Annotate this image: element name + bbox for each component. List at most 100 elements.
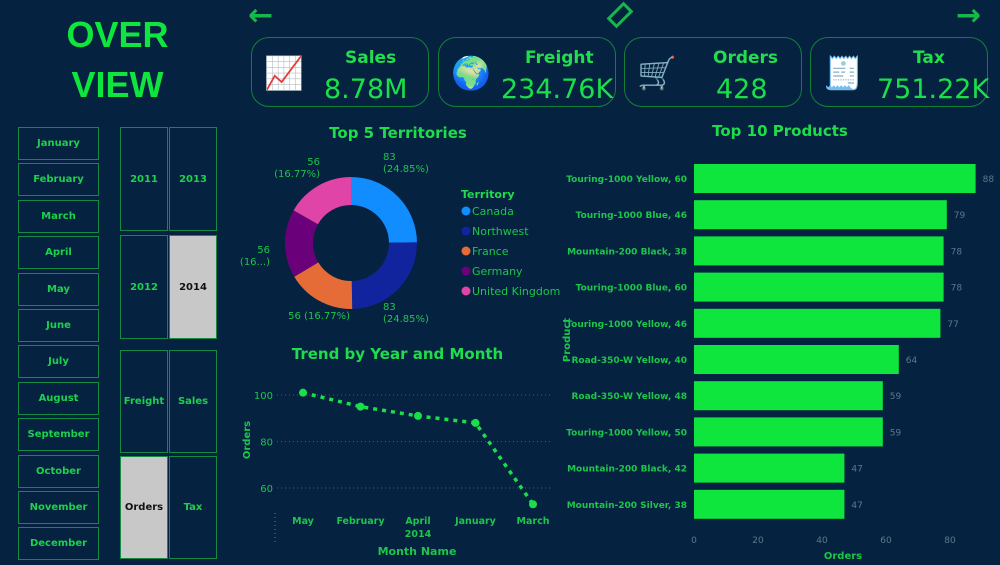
month-slicer-december[interactable]: December bbox=[18, 527, 99, 561]
slice-data-label: 56 (16.77%) bbox=[288, 311, 350, 322]
measure-slicer-orders[interactable]: Orders bbox=[120, 456, 168, 559]
kpi-card-freight: 🌍 Freight 234.76K bbox=[438, 37, 616, 107]
donut-slice-canada[interactable] bbox=[351, 177, 417, 243]
legend-item-canada[interactable]: Canada bbox=[472, 205, 514, 218]
kpi-card-orders: 🛒 Orders 428 bbox=[624, 37, 802, 107]
territories-title: Top 5 Territories bbox=[329, 124, 467, 142]
y-tick-label: Mountain-200 Silver, 38 bbox=[567, 501, 687, 511]
month-slicer-november[interactable]: November bbox=[18, 491, 99, 524]
legend-marker bbox=[461, 226, 471, 236]
legend-item-united-kingdom[interactable]: United Kingdom bbox=[472, 285, 560, 298]
bar-data-label: 78 bbox=[951, 247, 963, 257]
kpi-label: Orders bbox=[713, 48, 779, 68]
y-tick-label: 100 bbox=[254, 391, 273, 402]
slice-data-label: 56 (16...) bbox=[240, 245, 270, 268]
bar-data-label: 78 bbox=[951, 284, 963, 294]
x-tick-label: 20 bbox=[752, 536, 764, 546]
data-point-january[interactable] bbox=[471, 418, 480, 427]
bar-2[interactable] bbox=[694, 236, 944, 266]
y-axis-title: Product bbox=[562, 318, 573, 362]
bar-1[interactable] bbox=[694, 200, 947, 230]
cart-icon: 🛒 bbox=[637, 54, 677, 92]
x-tick-label: 80 bbox=[944, 536, 956, 546]
bar-data-label: 79 bbox=[954, 211, 966, 221]
bar-4[interactable] bbox=[694, 308, 941, 338]
y-tick-label: Touring-1000 Blue, 46 bbox=[576, 211, 687, 221]
y-tick-label: Touring-1000 Yellow, 60 bbox=[566, 175, 687, 185]
forward-arrow-icon[interactable]: → bbox=[956, 0, 982, 33]
x-axis-title: Month Name bbox=[378, 545, 457, 558]
legend-marker bbox=[461, 266, 471, 276]
month-slicer-september[interactable]: September bbox=[18, 418, 99, 452]
page-title: OVER VIEW bbox=[66, 14, 169, 105]
globe-shipping-icon: 🌍 bbox=[451, 54, 491, 92]
data-point-april[interactable] bbox=[414, 411, 422, 420]
bar-3[interactable] bbox=[694, 272, 944, 302]
year-slicer-2011[interactable]: 2011 bbox=[120, 127, 168, 231]
legend-item-northwest[interactable]: Northwest bbox=[472, 225, 529, 238]
y-tick-label: Touring-1000 Blue, 60 bbox=[576, 284, 687, 294]
month-slicer-february[interactable]: February bbox=[18, 163, 99, 197]
slice-data-label: 56 (16.77%) bbox=[274, 157, 320, 180]
bar-data-label: 77 bbox=[947, 320, 958, 330]
y-tick-label: Road-350-W Yellow, 48 bbox=[571, 392, 687, 402]
year-slicer-2014[interactable]: 2014 bbox=[169, 235, 217, 339]
products-title: Top 10 Products bbox=[712, 122, 848, 140]
bar-9[interactable] bbox=[694, 489, 845, 519]
tax-doc-icon: 🧾 bbox=[823, 54, 863, 92]
bar-7[interactable] bbox=[694, 417, 883, 447]
bar-8[interactable] bbox=[694, 453, 845, 483]
back-arrow-icon[interactable]: ← bbox=[248, 0, 274, 33]
legend-item-germany[interactable]: Germany bbox=[472, 265, 523, 278]
donut-slice-germany[interactable] bbox=[285, 210, 319, 277]
donut-slice-northwest[interactable] bbox=[351, 242, 417, 309]
data-point-march[interactable] bbox=[529, 500, 537, 509]
bar-6[interactable] bbox=[694, 381, 883, 411]
y-tick-label: Road-350-W Yellow, 40 bbox=[571, 356, 687, 366]
measure-slicer-sales[interactable]: Sales bbox=[169, 350, 217, 453]
kpi-value: 234.76K bbox=[501, 74, 614, 105]
y-tick-label: 80 bbox=[260, 438, 273, 449]
measure-slicer-freight[interactable]: Freight bbox=[120, 350, 168, 453]
bar-data-label: 47 bbox=[851, 465, 862, 475]
territories-donut-chart: 83 (24.85%) 83 (24.85%) 56 (16.77%) 56 (16...)… bbox=[240, 152, 560, 325]
month-slicer-october[interactable]: October bbox=[18, 454, 99, 488]
kpi-card-tax: 🧾 Tax 751.22K bbox=[810, 37, 990, 107]
month-slicer-june[interactable]: June bbox=[18, 309, 99, 342]
legend-marker bbox=[461, 206, 471, 216]
data-point-may[interactable] bbox=[299, 388, 307, 397]
kpi-value: 751.22K bbox=[877, 74, 990, 105]
year-slicer-2012[interactable]: 2012 bbox=[120, 235, 168, 339]
month-slicer-may[interactable]: May bbox=[18, 272, 99, 306]
eraser-icon[interactable] bbox=[606, 1, 634, 29]
donut-slice-france[interactable] bbox=[294, 262, 353, 309]
products-bar-chart: 88 Touring-1000 Yellow, 60 79 Touring-1000 … bbox=[562, 164, 995, 562]
month-slicer-april[interactable]: April bbox=[18, 236, 99, 270]
legend-title: Territory bbox=[461, 188, 515, 201]
bar-5[interactable] bbox=[694, 345, 899, 374]
x-tick-label: 0 bbox=[691, 536, 697, 546]
kpi-card-sales: 📈 Sales 8.78M bbox=[251, 37, 429, 107]
kpi-label: Sales bbox=[345, 48, 397, 68]
measure-slicer-tax[interactable]: Tax bbox=[169, 456, 217, 559]
month-slicer-august[interactable]: August bbox=[18, 381, 99, 415]
kpi-label: Freight bbox=[525, 48, 594, 68]
y-tick-label: Mountain-200 Black, 42 bbox=[567, 465, 687, 475]
year-slicer-2013[interactable]: 2013 bbox=[169, 127, 217, 231]
bar-data-label: 47 bbox=[851, 501, 862, 511]
x-group-label: 2014 bbox=[405, 529, 432, 540]
bar-0[interactable] bbox=[694, 164, 976, 193]
bar-data-label: 88 bbox=[983, 175, 995, 185]
donut-slice-united-kingdom[interactable] bbox=[293, 177, 351, 225]
hand-chart-icon: 📈 bbox=[264, 54, 304, 92]
y-tick-label: Mountain-200 Black, 38 bbox=[567, 247, 687, 257]
x-tick-label: 40 bbox=[816, 536, 828, 546]
y-tick-label: 60 bbox=[260, 484, 273, 495]
data-point-february[interactable] bbox=[356, 402, 365, 411]
legend-item-france[interactable]: France bbox=[472, 245, 509, 258]
x-axis-title: Orders bbox=[824, 551, 862, 562]
x-tick-label: January bbox=[454, 516, 497, 527]
month-slicer-january[interactable]: January bbox=[18, 127, 99, 160]
month-slicer-march[interactable]: March bbox=[18, 199, 99, 233]
month-slicer-july[interactable]: July bbox=[18, 345, 99, 379]
